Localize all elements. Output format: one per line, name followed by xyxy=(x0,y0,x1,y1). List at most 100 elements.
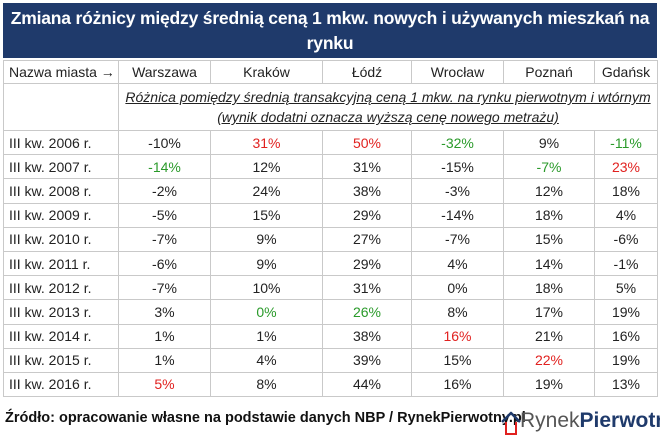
table-row: III kw. 2010 r. -7% 9% 27% -7% 15% -6% xyxy=(3,226,658,252)
row-label: III kw. 2013 r. xyxy=(3,299,119,325)
value-cell: 0% xyxy=(210,299,323,325)
value-cell: 10% xyxy=(210,275,323,301)
value-cell: 26% xyxy=(322,299,412,325)
table-note: Różnica pomiędzy średnią transakcyjną ce… xyxy=(118,83,658,131)
value-cell: 39% xyxy=(322,347,412,373)
value-cell: 9% xyxy=(210,226,323,252)
value-cell: 1% xyxy=(118,347,211,373)
value-cell: 38% xyxy=(322,178,412,204)
table-row: III kw. 2009 r. -5% 15% 29% -14% 18% 4% xyxy=(3,202,658,228)
value-cell: 31% xyxy=(322,154,412,180)
value-cell: 3% xyxy=(118,299,211,325)
value-cell: 12% xyxy=(503,178,595,204)
row-label: III kw. 2006 r. xyxy=(3,129,119,156)
table-row: III kw. 2007 r. -14% 12% 31% -15% -7% 23% xyxy=(3,154,658,180)
table-row: III kw. 2013 r. 3% 0% 26% 8% 17% 19% xyxy=(3,299,658,325)
value-cell: 18% xyxy=(503,275,595,301)
row-label: III kw. 2016 r. xyxy=(3,371,119,398)
value-cell: 22% xyxy=(503,347,595,373)
table-row: III kw. 2006 r. -10% 31% 50% -32% 9% -11% xyxy=(3,129,658,156)
logo-house-icon xyxy=(501,411,521,435)
value-cell: -7% xyxy=(118,226,211,252)
value-cell: 13% xyxy=(594,371,658,398)
value-cell: 24% xyxy=(210,178,323,204)
value-cell: 38% xyxy=(322,323,412,349)
value-cell: 15% xyxy=(411,347,504,373)
header-label: Nazwa miasta → xyxy=(3,60,119,84)
value-cell: 17% xyxy=(503,299,595,325)
value-cell: 19% xyxy=(503,371,595,398)
row-label: III kw. 2009 r. xyxy=(3,202,119,228)
value-cell: 16% xyxy=(594,323,658,349)
note-line-2: (wynik dodatni oznacza wyższą cenę noweg… xyxy=(217,109,559,125)
row-label: III kw. 2012 r. xyxy=(3,275,119,301)
row-label: III kw. 2008 r. xyxy=(3,178,119,204)
value-cell: 44% xyxy=(322,371,412,398)
rynekpierwotny-logo: RynekPierwotny xyxy=(500,406,660,438)
value-cell: -14% xyxy=(411,202,504,228)
note-empty-cell xyxy=(3,83,119,131)
table-title: Zmiana różnicy między średnią ceną 1 mkw… xyxy=(3,3,657,78)
table-row: III kw. 2016 r. 5% 8% 44% 16% 19% 13% xyxy=(3,371,658,398)
value-cell: 15% xyxy=(503,226,595,252)
title-line-1: Zmiana różnicy między średnią ceną 1 mkw… xyxy=(10,8,650,53)
city-krakow: Kraków xyxy=(210,60,323,84)
city-warszawa: Warszawa xyxy=(118,60,211,84)
value-cell: 1% xyxy=(118,323,211,349)
value-cell: 29% xyxy=(322,250,412,277)
value-cell: -14% xyxy=(118,154,211,180)
value-cell: 14% xyxy=(503,250,595,277)
value-cell: 0% xyxy=(411,275,504,301)
row-label: III kw. 2007 r. xyxy=(3,154,119,180)
logo-text: RynekPierwotny xyxy=(520,409,660,433)
value-cell: 29% xyxy=(322,202,412,228)
value-cell: 8% xyxy=(411,299,504,325)
city-wroclaw: Wrocław xyxy=(411,60,504,84)
value-cell: -32% xyxy=(411,129,504,156)
value-cell: 4% xyxy=(411,250,504,277)
value-cell: 5% xyxy=(594,275,658,301)
value-cell: 15% xyxy=(210,202,323,228)
value-cell: 21% xyxy=(503,323,595,349)
price-difference-table: Nazwa miasta → Warszawa Kraków Łódź Wroc… xyxy=(3,60,658,398)
row-label: III kw. 2014 r. xyxy=(3,323,119,349)
value-cell: 19% xyxy=(594,347,658,373)
header-row: Nazwa miasta → Warszawa Kraków Łódź Wroc… xyxy=(3,60,658,84)
value-cell: -7% xyxy=(503,154,595,180)
value-cell: -1% xyxy=(594,250,658,277)
value-cell: -15% xyxy=(411,154,504,180)
row-label: III kw. 2015 r. xyxy=(3,347,119,373)
logo-text-part1: Rynek xyxy=(520,409,580,432)
value-cell: 23% xyxy=(594,154,658,180)
value-cell: 8% xyxy=(210,371,323,398)
value-cell: 16% xyxy=(411,371,504,398)
row-label: III kw. 2010 r. xyxy=(3,226,119,252)
note-line-1: Różnica pomiędzy średnią transakcyjną ce… xyxy=(125,89,651,105)
value-cell: 18% xyxy=(503,202,595,228)
value-cell: -10% xyxy=(118,129,211,156)
value-cell: 4% xyxy=(594,202,658,228)
value-cell: -5% xyxy=(118,202,211,228)
table-row: III kw. 2012 r. -7% 10% 31% 0% 18% 5% xyxy=(3,275,658,301)
city-lodz: Łódź xyxy=(322,60,412,84)
value-cell: -2% xyxy=(118,178,211,204)
value-cell: -7% xyxy=(411,226,504,252)
row-label: III kw. 2011 r. xyxy=(3,250,119,277)
value-cell: 5% xyxy=(118,371,211,398)
source-text: Źródło: opracowanie własne na podstawie … xyxy=(5,410,526,426)
value-cell: 9% xyxy=(210,250,323,277)
value-cell: 4% xyxy=(210,347,323,373)
table-row: III kw. 2014 r. 1% 1% 38% 16% 21% 16% xyxy=(3,323,658,349)
note-row: Różnica pomiędzy średnią transakcyjną ce… xyxy=(3,83,658,131)
table-row: III kw. 2015 r. 1% 4% 39% 15% 22% 19% xyxy=(3,347,658,373)
value-cell: 27% xyxy=(322,226,412,252)
value-cell: 9% xyxy=(503,129,595,156)
value-cell: 31% xyxy=(322,275,412,301)
value-cell: 18% xyxy=(594,178,658,204)
value-cell: 16% xyxy=(411,323,504,349)
table-row: III kw. 2008 r. -2% 24% 38% -3% 12% 18% xyxy=(3,178,658,204)
value-cell: -6% xyxy=(594,226,658,252)
city-poznan: Poznań xyxy=(503,60,595,84)
value-cell: 1% xyxy=(210,323,323,349)
value-cell: -7% xyxy=(118,275,211,301)
